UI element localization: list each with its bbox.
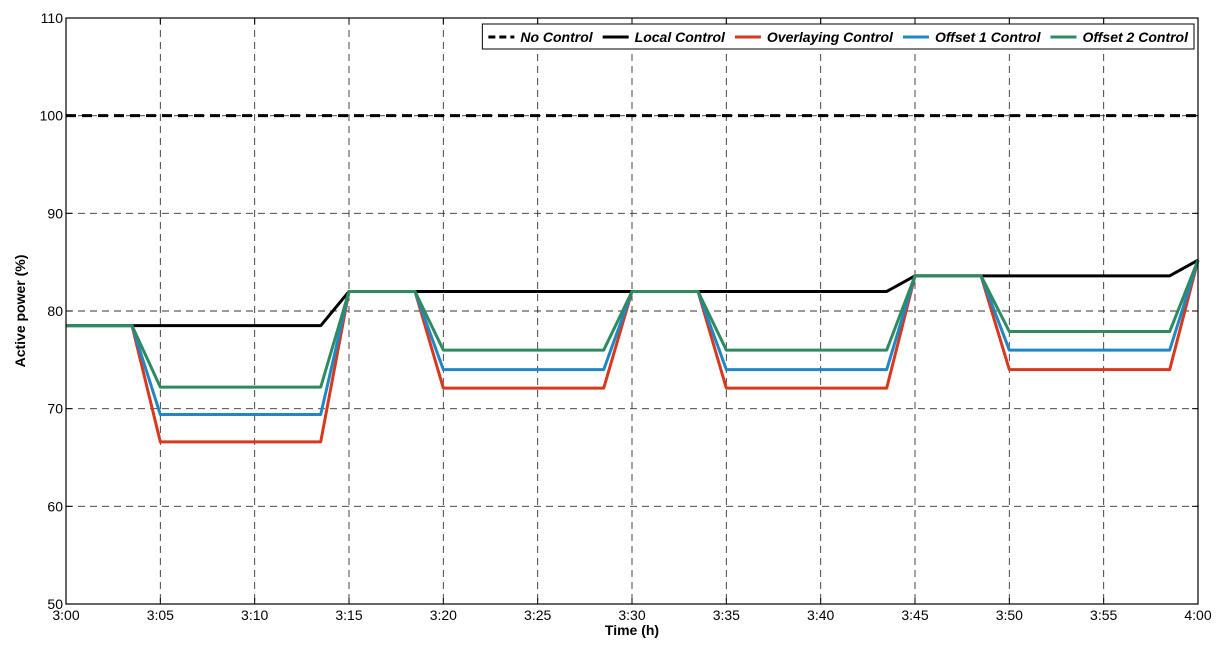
legend-item-5: Offset 2 Control — [1050, 29, 1189, 45]
x-tick-label: 3:45 — [901, 607, 928, 623]
legend-label: Local Control — [635, 29, 726, 45]
x-tick-label: 4:00 — [1184, 607, 1211, 623]
legend-label: No Control — [520, 29, 593, 45]
legend-item-3: Overlaying Control — [734, 29, 894, 45]
x-tick-label: 3:25 — [524, 607, 551, 623]
series-line-5 — [66, 259, 1200, 389]
x-tick-label: 3:55 — [1090, 607, 1117, 623]
y-tick-label: 80 — [47, 303, 63, 319]
x-tick-label: 3:35 — [713, 607, 740, 623]
x-tick-label: 3:00 — [52, 607, 79, 623]
legend-item-1: No Control — [488, 29, 594, 45]
legend-label: Offset 1 Control — [935, 29, 1042, 45]
legend-label: Overlaying Control — [767, 29, 894, 45]
x-tick-label: 3:20 — [430, 607, 457, 623]
y-tick-label: 50 — [47, 596, 63, 612]
legend-item-4: Offset 1 Control — [902, 29, 1042, 45]
y-tick-label: 110 — [41, 10, 64, 26]
legend-label: Offset 2 Control — [1082, 29, 1189, 45]
y-axis-label: Active power (%) — [12, 255, 28, 368]
legend: No Control Local Control Overlaying Contro… — [481, 23, 1195, 50]
y-tick-label: 100 — [40, 108, 64, 124]
x-tick-label: 3:15 — [335, 607, 362, 623]
axis-ticks: 3:00 3:05 3:10 3:15 3:20 3:25 3:30 3:35 3:40 3:45… — [40, 10, 1212, 623]
y-tick-label: 70 — [47, 401, 63, 417]
y-tick-label: 90 — [47, 205, 63, 221]
legend-item-2: Local Control — [602, 29, 726, 45]
series-line-2 — [66, 258, 1199, 328]
series-lines — [66, 114, 1200, 444]
y-tick-label: 60 — [47, 498, 63, 514]
x-tick-label: 3:40 — [807, 607, 834, 623]
x-tick-label: 3:05 — [147, 607, 174, 623]
x-tick-label: 3:30 — [618, 607, 645, 623]
x-tick-label: 3:10 — [241, 607, 268, 623]
x-axis-label: Time (h) — [605, 622, 659, 638]
x-tick-label: 3:50 — [996, 607, 1023, 623]
